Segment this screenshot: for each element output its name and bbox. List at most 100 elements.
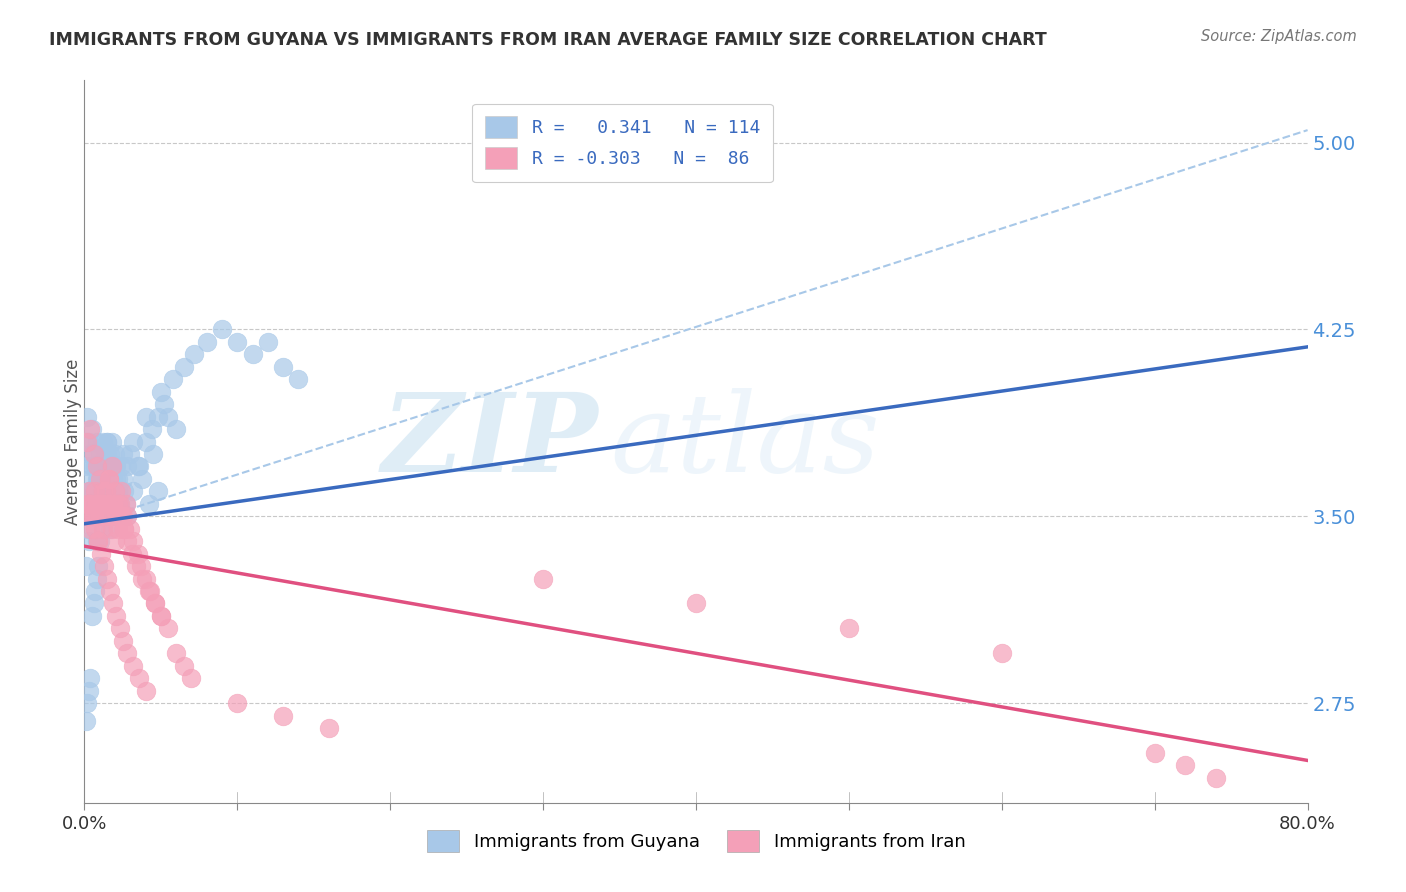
Point <box>105 497 128 511</box>
Point <box>318 721 340 735</box>
Point <box>86 534 108 549</box>
Point <box>90 547 112 561</box>
Point <box>131 472 153 486</box>
Point <box>1143 746 1166 760</box>
Point <box>107 472 129 486</box>
Point <box>127 547 149 561</box>
Point <box>122 658 145 673</box>
Point <box>111 472 134 486</box>
Point <box>104 484 127 499</box>
Point <box>685 597 707 611</box>
Point <box>75 434 97 449</box>
Point <box>79 522 101 536</box>
Point <box>93 509 115 524</box>
Point <box>271 359 294 374</box>
Point <box>1205 771 1227 785</box>
Point <box>93 459 115 474</box>
Point <box>97 459 120 474</box>
Point <box>120 522 142 536</box>
Point <box>87 534 110 549</box>
Point <box>86 497 108 511</box>
Point <box>77 497 100 511</box>
Point <box>103 597 125 611</box>
Point <box>84 484 107 499</box>
Point <box>114 497 136 511</box>
Point <box>127 459 149 474</box>
Point <box>101 459 124 474</box>
Point <box>122 434 145 449</box>
Point <box>120 447 142 461</box>
Point <box>143 597 166 611</box>
Point <box>142 447 165 461</box>
Point <box>90 509 112 524</box>
Point <box>77 434 100 449</box>
Point <box>183 347 205 361</box>
Point <box>94 447 117 461</box>
Point <box>115 459 138 474</box>
Point <box>96 434 118 449</box>
Point <box>111 447 134 461</box>
Point <box>91 434 114 449</box>
Point <box>97 472 120 486</box>
Point <box>89 472 111 486</box>
Point <box>80 509 103 524</box>
Point <box>87 534 110 549</box>
Point <box>149 609 172 624</box>
Point <box>96 509 118 524</box>
Point <box>110 509 132 524</box>
Point <box>139 584 162 599</box>
Point <box>105 609 128 624</box>
Point <box>105 509 128 524</box>
Point <box>165 422 187 436</box>
Point <box>104 447 127 461</box>
Point <box>287 372 309 386</box>
Point <box>76 434 98 449</box>
Point <box>79 472 101 486</box>
Point <box>75 714 97 728</box>
Point <box>112 484 135 499</box>
Point <box>112 522 135 536</box>
Point <box>96 434 118 449</box>
Point <box>79 447 101 461</box>
Point <box>135 683 157 698</box>
Point <box>125 559 148 574</box>
Point <box>90 484 112 499</box>
Point <box>108 621 131 635</box>
Point <box>79 484 101 499</box>
Point <box>84 584 107 599</box>
Point <box>138 497 160 511</box>
Point <box>135 409 157 424</box>
Point <box>135 434 157 449</box>
Point <box>77 484 100 499</box>
Text: IMMIGRANTS FROM GUYANA VS IMMIGRANTS FROM IRAN AVERAGE FAMILY SIZE CORRELATION C: IMMIGRANTS FROM GUYANA VS IMMIGRANTS FRO… <box>49 31 1047 49</box>
Point <box>108 497 131 511</box>
Point <box>98 584 121 599</box>
Point <box>97 472 120 486</box>
Point <box>146 484 169 499</box>
Point <box>105 459 128 474</box>
Point <box>87 484 110 499</box>
Point <box>165 646 187 660</box>
Point <box>111 509 134 524</box>
Point <box>195 334 218 349</box>
Point <box>107 484 129 499</box>
Point <box>93 472 115 486</box>
Point <box>75 509 97 524</box>
Point <box>76 497 98 511</box>
Point <box>115 534 138 549</box>
Point <box>115 509 138 524</box>
Point <box>112 522 135 536</box>
Point <box>143 597 166 611</box>
Point <box>80 497 103 511</box>
Point <box>128 671 150 685</box>
Point <box>122 534 145 549</box>
Point <box>91 522 114 536</box>
Point <box>89 447 111 461</box>
Point <box>271 708 294 723</box>
Point <box>104 484 127 499</box>
Point <box>84 459 107 474</box>
Text: Source: ZipAtlas.com: Source: ZipAtlas.com <box>1201 29 1357 44</box>
Point <box>101 484 124 499</box>
Point <box>89 459 111 474</box>
Point <box>83 509 105 524</box>
